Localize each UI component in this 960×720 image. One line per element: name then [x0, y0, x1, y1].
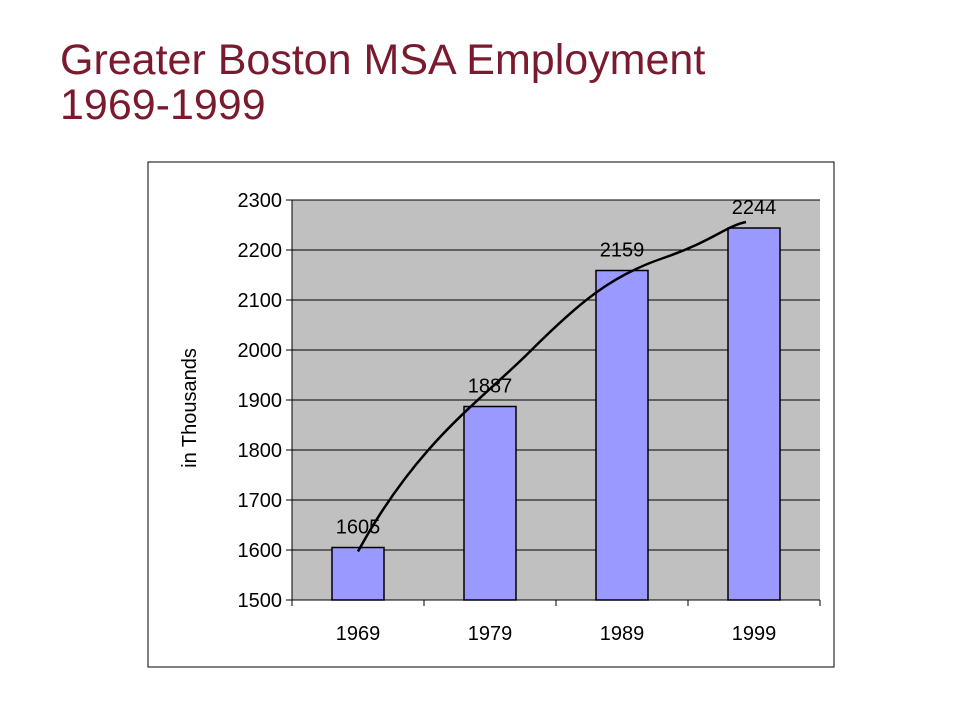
- bars: [331, 227, 781, 601]
- data-label: 2244: [732, 197, 777, 219]
- x-tick-label: 1979: [468, 623, 513, 645]
- title-line-1: Greater Boston MSA Employment: [60, 36, 706, 84]
- y-tick-label: 2100: [238, 290, 283, 312]
- x-tick-label: 1969: [336, 623, 381, 645]
- data-label: 1605: [336, 517, 381, 539]
- y-tick-label: 1600: [238, 540, 283, 562]
- y-tick-label: 2300: [238, 190, 283, 212]
- bar: [595, 269, 649, 601]
- title-line-2: 1969-1999: [60, 81, 266, 129]
- y-tick-labels: 1500 1600 1700 1800 1900 2000 2100 2200 2300: [238, 190, 283, 612]
- axes: [286, 199, 821, 606]
- y-tick-label: 1500: [238, 590, 283, 612]
- y-tick-label: 2200: [238, 240, 283, 262]
- x-tick-label: 1989: [600, 623, 645, 645]
- y-tick-label: 1900: [238, 390, 283, 412]
- y-axis-label: in Thousands: [179, 348, 201, 468]
- data-label: 2159: [600, 240, 645, 262]
- bar: [727, 227, 781, 601]
- x-tick-labels: 1969 1979 1989 1999: [336, 623, 777, 645]
- bar: [463, 405, 517, 601]
- y-tick-label: 1700: [238, 490, 283, 512]
- data-label: 1887: [468, 376, 513, 398]
- y-tick-label: 2000: [238, 340, 283, 362]
- data-labels: 1605 1887 2159 2244: [336, 197, 777, 539]
- page-title: Greater Boston MSA Employment 1969-1999: [60, 38, 920, 128]
- y-tick-label: 1800: [238, 440, 283, 462]
- bar: [331, 546, 385, 601]
- trend-line: [356, 220, 747, 553]
- x-tick-label: 1999: [732, 623, 777, 645]
